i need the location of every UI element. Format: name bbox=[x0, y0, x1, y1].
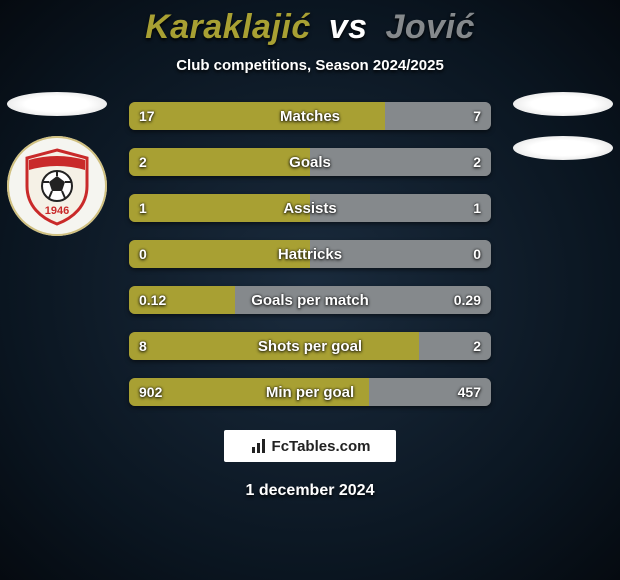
stat-row: 22Goals bbox=[129, 148, 491, 176]
stat-row: 11Assists bbox=[129, 194, 491, 222]
player1-name: Karaklajić bbox=[145, 8, 311, 46]
branding-badge: FcTables.com bbox=[224, 430, 396, 462]
stat-fill-left bbox=[129, 148, 310, 176]
content-area: 1946 177Matches 22Goals 11Assists 00Hattric… bbox=[0, 102, 620, 406]
stat-fill-left bbox=[129, 102, 385, 130]
stat-fill-right bbox=[310, 148, 491, 176]
comparison-card: Karaklajić vs Jović Club competitions, S… bbox=[0, 0, 620, 580]
stat-fill-right bbox=[419, 332, 491, 360]
stat-fill-right bbox=[310, 194, 491, 222]
left-crest-column: 1946 bbox=[2, 92, 112, 236]
stat-fill-right bbox=[235, 286, 491, 314]
stat-row: 82Shots per goal bbox=[129, 332, 491, 360]
stat-fill-right bbox=[369, 378, 491, 406]
team-badge-left: 1946 bbox=[7, 136, 107, 236]
placeholder-oval-icon bbox=[7, 92, 107, 116]
shield-icon: 1946 bbox=[15, 144, 99, 228]
player2-name: Jović bbox=[385, 8, 474, 46]
placeholder-oval-icon bbox=[513, 92, 613, 116]
stat-fill-right bbox=[310, 240, 491, 268]
stat-fill-left bbox=[129, 286, 235, 314]
stats-bar-group: 177Matches 22Goals 11Assists 00Hattricks 0.1… bbox=[129, 102, 491, 406]
stat-fill-left bbox=[129, 240, 310, 268]
stat-row: 00Hattricks bbox=[129, 240, 491, 268]
right-crest-column bbox=[508, 92, 618, 160]
vs-separator: vs bbox=[329, 8, 368, 46]
branding-text: FcTables.com bbox=[272, 438, 371, 455]
date-label: 1 december 2024 bbox=[0, 482, 620, 500]
stat-fill-left bbox=[129, 332, 419, 360]
page-title: Karaklajić vs Jović bbox=[0, 8, 620, 47]
stat-row: 902457Min per goal bbox=[129, 378, 491, 406]
stat-row: 0.120.29Goals per match bbox=[129, 286, 491, 314]
stat-fill-left bbox=[129, 194, 310, 222]
stat-row: 177Matches bbox=[129, 102, 491, 130]
subtitle: Club competitions, Season 2024/2025 bbox=[0, 57, 620, 74]
stat-fill-left bbox=[129, 378, 369, 406]
stat-fill-right bbox=[385, 102, 491, 130]
chart-icon bbox=[250, 437, 268, 455]
svg-text:1946: 1946 bbox=[45, 205, 69, 217]
placeholder-oval-icon bbox=[513, 136, 613, 160]
